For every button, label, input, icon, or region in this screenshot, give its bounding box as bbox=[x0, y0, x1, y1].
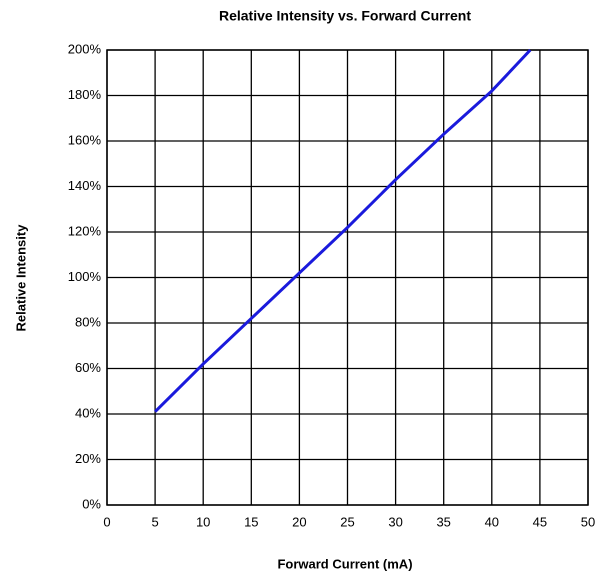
y-tick-label: 80% bbox=[75, 314, 101, 329]
data-line bbox=[154, 48, 532, 413]
x-tick-label: 40 bbox=[485, 514, 499, 529]
x-tick-label: 0 bbox=[103, 514, 110, 529]
y-tick-label: 160% bbox=[68, 132, 102, 147]
chart-title: Relative Intensity vs. Forward Current bbox=[219, 8, 471, 24]
x-tick-label: 50 bbox=[581, 514, 595, 529]
y-tick-label: 100% bbox=[68, 269, 102, 284]
y-tick-label: 120% bbox=[68, 223, 102, 238]
y-tick-label: 60% bbox=[75, 360, 101, 375]
x-tick-label: 15 bbox=[244, 514, 258, 529]
y-tick-label: 200% bbox=[68, 41, 102, 56]
x-tick-label: 20 bbox=[292, 514, 306, 529]
x-tick-label: 30 bbox=[388, 514, 402, 529]
y-axis-label: Relative Intensity bbox=[13, 224, 28, 332]
x-axis-label: Forward Current (mA) bbox=[277, 556, 412, 571]
x-tick-label: 10 bbox=[196, 514, 210, 529]
y-tick-label: 20% bbox=[75, 451, 101, 466]
x-tick-label: 25 bbox=[340, 514, 354, 529]
x-tick-label: 45 bbox=[533, 514, 547, 529]
y-tick-label: 40% bbox=[75, 405, 101, 420]
x-tick-label: 5 bbox=[151, 514, 158, 529]
y-tick-label: 0% bbox=[82, 496, 101, 511]
x-tick-label: 35 bbox=[436, 514, 450, 529]
y-tick-label: 140% bbox=[68, 178, 102, 193]
y-tick-label: 180% bbox=[68, 87, 102, 102]
